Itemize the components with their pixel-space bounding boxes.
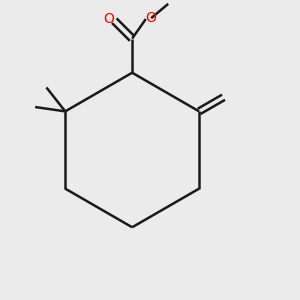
Text: O: O	[103, 12, 114, 26]
Text: O: O	[146, 11, 157, 25]
